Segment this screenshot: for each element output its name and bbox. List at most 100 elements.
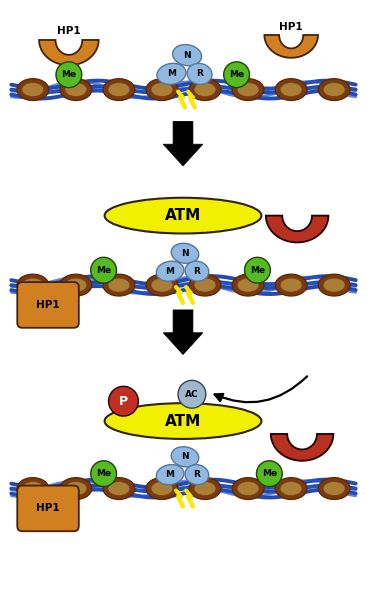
FancyBboxPatch shape [17,282,79,328]
Text: Tip60: Tip60 [286,419,319,429]
Text: N: N [181,249,189,258]
Ellipse shape [318,274,350,296]
Ellipse shape [185,465,209,485]
Circle shape [91,461,116,486]
Text: Me: Me [262,469,277,478]
Circle shape [56,62,82,88]
Ellipse shape [146,477,178,499]
Text: R: R [193,266,200,276]
Ellipse shape [103,274,135,296]
Text: Tip60: Tip60 [281,200,313,210]
Ellipse shape [103,79,135,101]
Text: Me: Me [96,266,111,275]
Ellipse shape [323,83,345,97]
Ellipse shape [187,63,212,85]
Circle shape [224,62,250,88]
Ellipse shape [146,79,178,101]
Ellipse shape [151,83,173,97]
Ellipse shape [194,278,216,292]
Text: R: R [193,470,200,479]
Text: ATM: ATM [165,208,201,223]
Text: Me: Me [61,70,76,79]
Polygon shape [163,122,203,166]
Text: AC: AC [185,390,199,399]
Ellipse shape [108,482,130,495]
Text: R: R [196,69,203,79]
Ellipse shape [157,63,186,85]
Ellipse shape [22,482,44,495]
Text: N: N [183,51,191,60]
Polygon shape [271,434,333,461]
Ellipse shape [60,477,92,499]
Polygon shape [264,35,318,58]
Circle shape [109,386,138,416]
Ellipse shape [237,482,259,495]
Text: Me: Me [250,266,265,275]
Text: P: P [119,395,128,408]
Ellipse shape [232,274,264,296]
Ellipse shape [105,403,261,439]
Ellipse shape [60,274,92,296]
Ellipse shape [194,83,216,97]
Text: HP1: HP1 [36,300,60,310]
Ellipse shape [146,274,178,296]
Ellipse shape [156,261,184,281]
Ellipse shape [172,45,201,66]
Text: HP1: HP1 [279,22,303,32]
Ellipse shape [22,83,44,97]
Ellipse shape [103,477,135,499]
Polygon shape [39,40,99,66]
Text: Me: Me [96,469,111,478]
Ellipse shape [65,83,87,97]
Ellipse shape [17,79,49,101]
Circle shape [257,461,282,486]
Ellipse shape [275,477,307,499]
Ellipse shape [185,261,209,281]
Ellipse shape [189,274,221,296]
Ellipse shape [156,465,184,485]
Ellipse shape [151,278,173,292]
Ellipse shape [232,79,264,101]
Ellipse shape [65,482,87,495]
Circle shape [178,380,206,408]
Circle shape [91,257,116,283]
Text: Me: Me [229,70,244,79]
Ellipse shape [17,477,49,499]
Text: M: M [167,69,176,79]
Ellipse shape [108,278,130,292]
Ellipse shape [237,278,259,292]
Text: HP1: HP1 [36,504,60,513]
Ellipse shape [237,83,259,97]
Polygon shape [163,310,203,355]
Circle shape [244,257,270,283]
Text: M: M [166,470,175,479]
Ellipse shape [275,79,307,101]
Ellipse shape [280,83,302,97]
Ellipse shape [323,482,345,495]
Ellipse shape [318,477,350,499]
Text: M: M [166,266,175,276]
Ellipse shape [318,79,350,101]
Ellipse shape [189,477,221,499]
Text: ATM: ATM [165,414,201,429]
Ellipse shape [17,274,49,296]
Ellipse shape [275,274,307,296]
Ellipse shape [105,198,261,234]
Ellipse shape [171,243,199,263]
Ellipse shape [60,79,92,101]
Ellipse shape [108,83,130,97]
Ellipse shape [323,278,345,292]
Text: HP1: HP1 [57,26,81,36]
Ellipse shape [171,447,199,467]
Ellipse shape [232,477,264,499]
Ellipse shape [22,278,44,292]
Ellipse shape [280,482,302,495]
Ellipse shape [151,482,173,495]
FancyArrowPatch shape [215,376,307,402]
FancyBboxPatch shape [17,486,79,531]
Polygon shape [266,216,328,243]
Ellipse shape [194,482,216,495]
Text: N: N [181,452,189,461]
Ellipse shape [65,278,87,292]
Ellipse shape [280,278,302,292]
